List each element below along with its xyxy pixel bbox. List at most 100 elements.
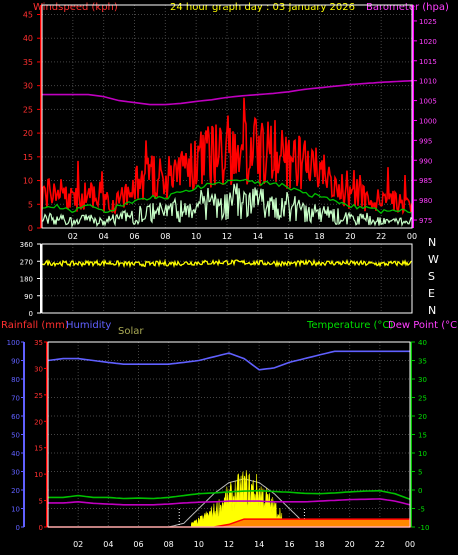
solar-series (191, 470, 283, 528)
x-tick-label: 22 (376, 232, 386, 241)
temperature-tick-label: 10 (418, 450, 427, 458)
x-tick-label: 06 (133, 540, 143, 549)
x-tick-label: 04 (103, 540, 113, 549)
wind-speed-series (41, 183, 413, 228)
x-tick-label: 08 (164, 540, 174, 549)
x-tick-label: 20 (345, 232, 355, 241)
temperature-tick-label: 35 (418, 358, 427, 366)
panel-frame (41, 243, 413, 314)
x-tick-label: 18 (314, 540, 324, 549)
wind-tick-label: 5 (28, 200, 33, 209)
humidity-tick-label: 90 (11, 358, 20, 366)
x-tick-label: 14 (254, 540, 264, 549)
temperature-tick-label: 5 (418, 469, 422, 477)
barometer-tick-label: 1005 (419, 98, 437, 106)
x-tick-label: 10 (191, 232, 201, 241)
direction-letter-w: W (428, 253, 439, 266)
direction-letter-s: S (428, 270, 435, 283)
temperature-tick-label: -5 (418, 506, 425, 514)
wind-gust-series (41, 97, 413, 216)
x-tick-label: 04 (99, 232, 109, 241)
humidity-tick-label: 80 (11, 376, 20, 384)
x-tick-label: 14 (253, 232, 263, 241)
temperature-tick-label: 15 (418, 432, 427, 440)
barometer-tick-label: 1020 (419, 38, 437, 46)
direction-tick-label: 180 (20, 276, 33, 284)
barometer-tick-label: 990 (419, 157, 432, 165)
panel-frame (47, 341, 411, 528)
temperature-tick-label: 25 (418, 395, 427, 403)
chart-title: 24 hour graph day : 03 January 2026 (170, 2, 355, 13)
rain-tick-label: 5 (39, 498, 43, 506)
x-tick-label: 02 (73, 540, 83, 549)
wind-tick-label: 25 (23, 105, 33, 114)
rain-tick-label: 25 (34, 392, 43, 400)
humidity-tick-label: 0 (16, 524, 20, 532)
rain-tick-label: 10 (34, 471, 43, 479)
x-tick-label: 06 (129, 232, 139, 241)
x-tick-label: 18 (314, 232, 324, 241)
humidity-tick-label: 30 (11, 469, 20, 477)
humidity-tick-label: 70 (11, 395, 20, 403)
wind-tick-label: 35 (23, 58, 33, 67)
humidity-tick-label: 60 (11, 413, 20, 421)
temperature-axis-label: Temperature (°C) (306, 320, 393, 331)
x-tick-label: 16 (284, 540, 294, 549)
barometer-tick-label: 995 (419, 137, 432, 145)
humidity-tick-label: 50 (11, 432, 20, 440)
humidity-axis-label: Humidity (66, 320, 111, 331)
x-tick-label: 10 (194, 540, 204, 549)
wind-axis-label: Windspeed (kph) (33, 2, 118, 13)
x-tick-label: 12 (222, 232, 232, 241)
direction-letter-e: E (428, 287, 435, 300)
wind-tick-label: 45 (23, 10, 33, 19)
wind-average-series (41, 178, 412, 215)
humidity-tick-label: 40 (11, 450, 20, 458)
direction-letter-n-top: N (428, 236, 436, 249)
x-tick-label: 20 (345, 540, 355, 549)
temperature-series (48, 489, 411, 501)
x-tick-label: 22 (375, 540, 385, 549)
rain-tick-label: 0 (39, 524, 43, 532)
temperature-tick-label: 0 (418, 487, 422, 495)
panel-frame (41, 4, 413, 229)
wind-tick-label: 20 (23, 129, 33, 138)
barometer-tick-label: 980 (419, 197, 432, 205)
barometer-tick-label: 1025 (419, 18, 437, 26)
wind-tick-label: 10 (23, 177, 33, 186)
direction-letter-n-bottom: N (428, 304, 436, 317)
wind-tick-label: 30 (23, 82, 33, 91)
direction-tick-label: 270 (20, 258, 33, 266)
barometer-tick-label: 1010 (419, 78, 437, 86)
temperature-tick-label: 20 (418, 413, 427, 421)
barometer-series (42, 79, 413, 106)
rain-tick-label: 30 (34, 365, 43, 373)
barometer-tick-label: 975 (419, 217, 432, 225)
rain-tick-label: 20 (34, 418, 43, 426)
wind-tick-label: 15 (23, 153, 33, 162)
x-tick-label: 12 (224, 540, 234, 549)
dewpoint-axis-label: Dew Point (°C) (388, 320, 458, 331)
x-tick-label: 08 (160, 232, 170, 241)
humidity-tick-label: 100 (7, 339, 20, 347)
barometer-tick-label: 1015 (419, 58, 437, 66)
barometer-tick-label: 985 (419, 177, 432, 185)
direction-tick-label: 0 (29, 310, 33, 318)
temperature-tick-label: 30 (418, 376, 427, 384)
x-tick-label: 16 (284, 232, 294, 241)
temperature-tick-label: 40 (418, 339, 427, 347)
rain-axis-label: Rainfall (mm) (1, 320, 69, 331)
barometer-axis-label: Barometer (hpa) (366, 2, 449, 13)
direction-tick-label: 360 (20, 241, 33, 249)
direction-tick-label: 90 (24, 293, 33, 301)
dewpoint-series (48, 498, 411, 506)
barometer-tick-label: 1000 (419, 117, 437, 125)
wind-tick-label: 40 (23, 34, 33, 43)
x-tick-label: 00 (405, 540, 415, 549)
solar-axis-label: Solar (118, 326, 144, 337)
rain-tick-label: 15 (34, 445, 43, 453)
x-tick-label: 02 (68, 232, 78, 241)
wind-tick-label: 0 (28, 224, 33, 233)
